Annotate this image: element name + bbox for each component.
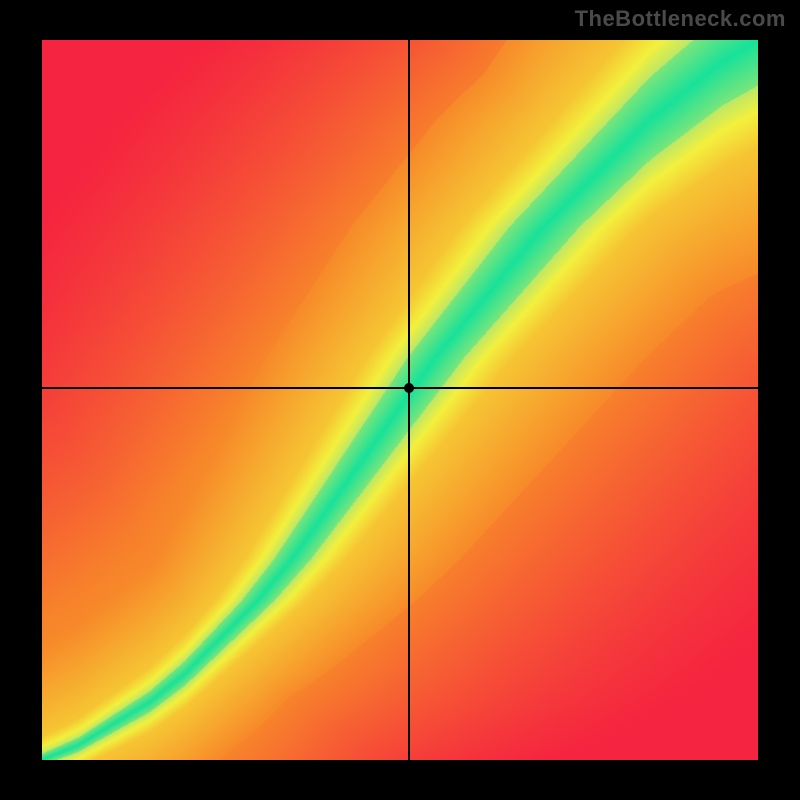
heatmap-plot <box>42 40 758 760</box>
chart-container: TheBottleneck.com <box>0 0 800 800</box>
watermark-text: TheBottleneck.com <box>575 6 786 32</box>
heatmap-canvas <box>42 40 758 760</box>
